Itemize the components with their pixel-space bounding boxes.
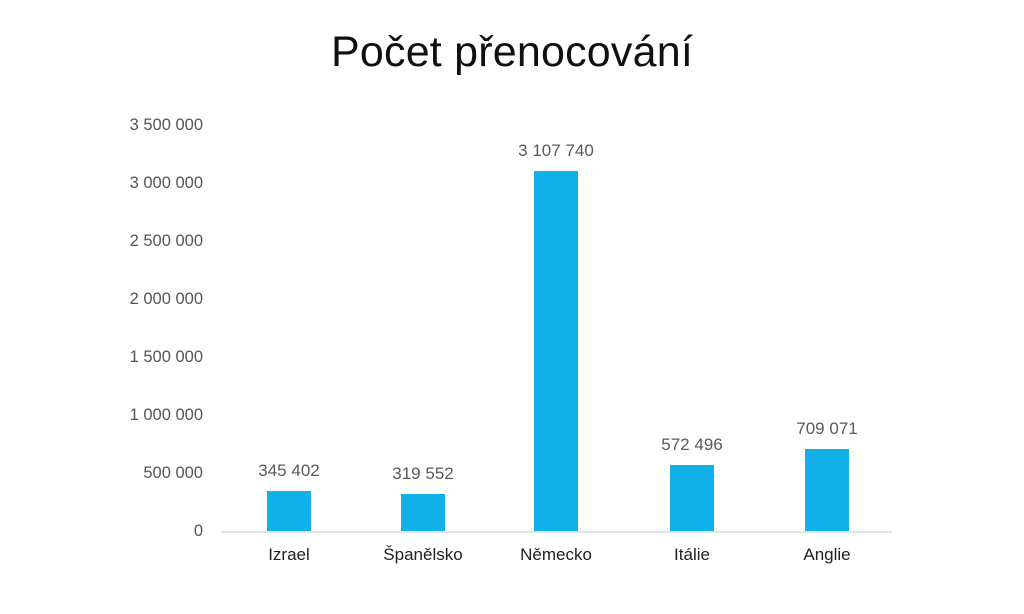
y-axis-tick-label: 3 000 000 — [129, 173, 203, 192]
bar[interactable] — [534, 170, 578, 531]
bar-value-label: 319 552 — [392, 463, 454, 483]
bar[interactable] — [267, 490, 311, 531]
y-axis: 0 500 000 1 000 000 1 500 000 2 000 000 2 500… — [98, 0, 203, 614]
x-axis-category-label: Španělsko — [383, 545, 463, 564]
y-axis-tick-label: 3 500 000 — [129, 115, 203, 134]
x-axis-category-label: Izrael — [268, 545, 310, 564]
x-axis-category-label: Německo — [520, 545, 592, 564]
y-axis-tick-label: 0 — [193, 521, 203, 540]
bar-value-label: 345 402 — [258, 460, 320, 480]
x-axis-line — [221, 531, 892, 533]
bar-value-label: 572 496 — [661, 434, 723, 454]
y-axis-tick-label: 1 500 000 — [129, 347, 203, 366]
y-axis-tick-label: 500 000 — [143, 463, 203, 482]
x-axis-category-label: Itálie — [674, 545, 710, 564]
bar[interactable] — [805, 448, 849, 531]
bar-value-label: 3 107 740 — [518, 140, 594, 160]
bar[interactable] — [401, 493, 445, 531]
y-axis-tick-label: 2 500 000 — [129, 231, 203, 250]
y-axis-tick-label: 1 000 000 — [129, 405, 203, 424]
bar-value-label: 709 071 — [796, 418, 858, 438]
x-axis-category-label: Anglie — [803, 545, 851, 564]
bar[interactable] — [670, 464, 714, 531]
y-axis-tick-label: 2 000 000 — [129, 289, 203, 308]
chart-title: Počet přenocování — [331, 28, 693, 76]
